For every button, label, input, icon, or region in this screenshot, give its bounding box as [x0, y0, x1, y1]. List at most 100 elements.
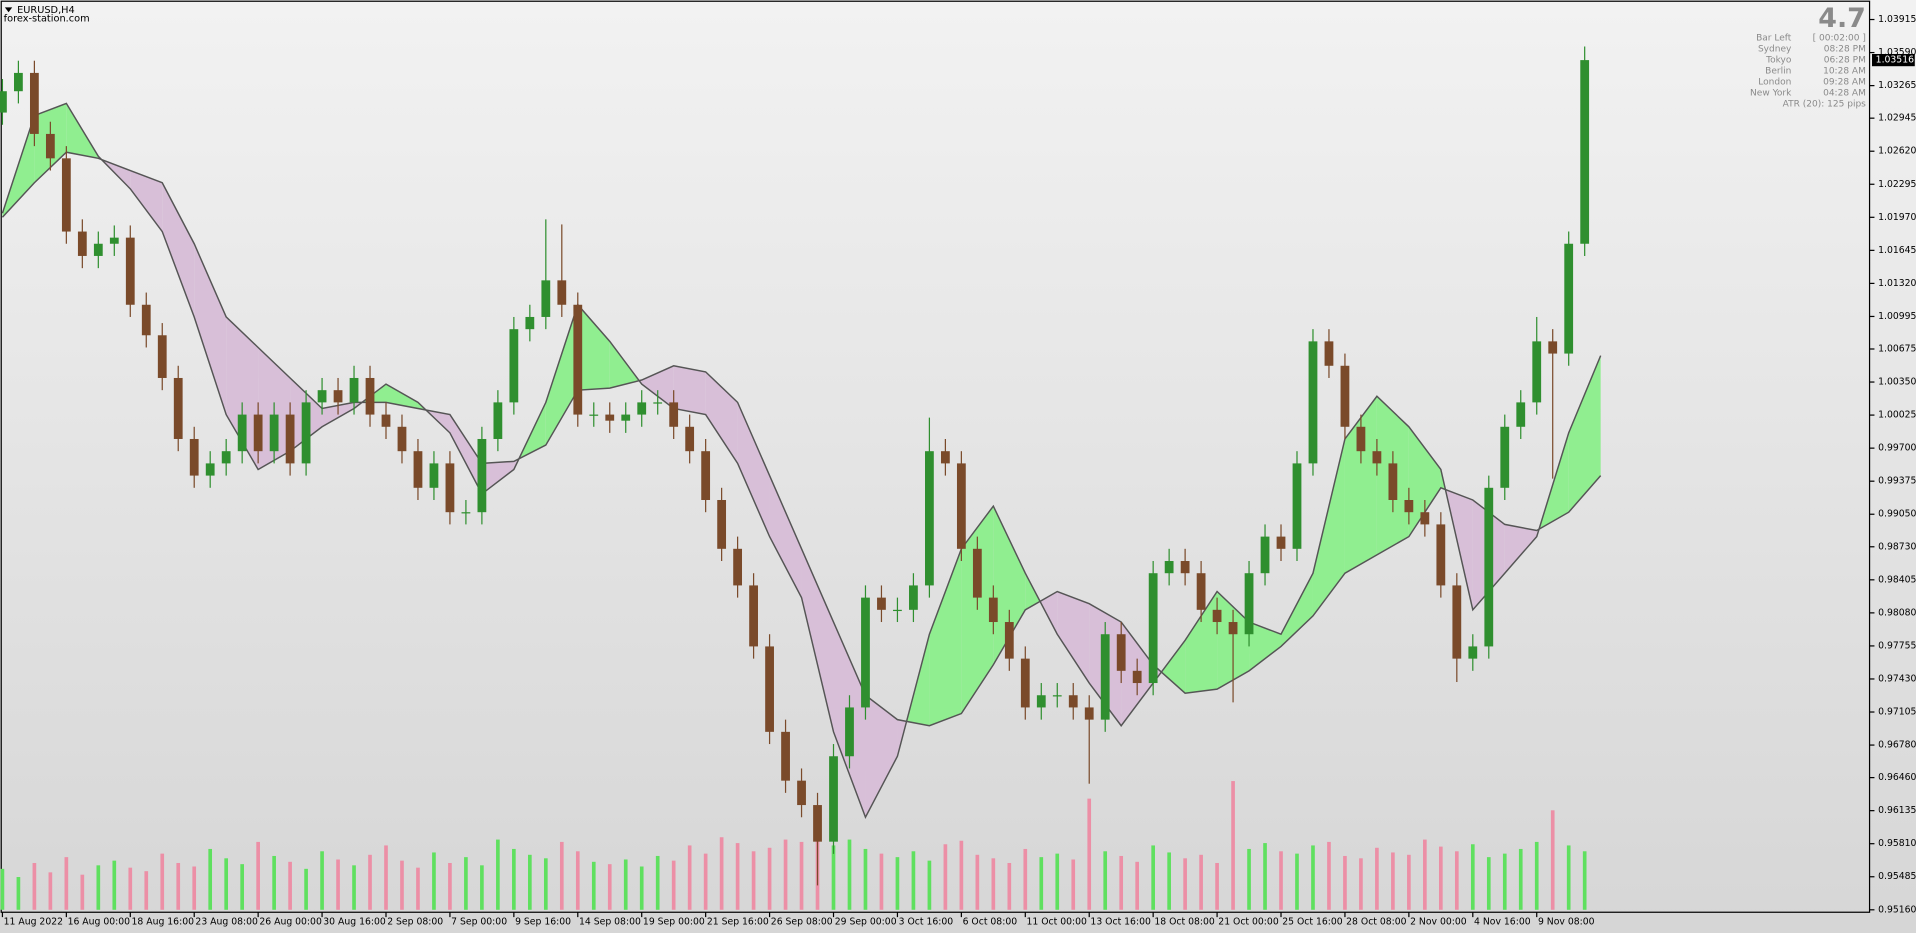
candle-body [1420, 512, 1430, 525]
candle-body [940, 451, 950, 464]
info-label: New York [1750, 88, 1792, 98]
volume-bar [1375, 847, 1379, 910]
cloud-fill [130, 170, 163, 232]
volume-bar [895, 857, 900, 910]
candle-body [525, 316, 535, 330]
x-tick-label: 25 Oct 16:00 [1282, 917, 1343, 928]
candle-body [733, 548, 743, 586]
volume-bar [799, 841, 804, 910]
candle-body [621, 414, 631, 421]
x-tick-label: 11 Aug 2022 [4, 917, 63, 928]
volume-bar [128, 867, 133, 910]
candle-body [333, 390, 343, 403]
y-tick-label: 0.96460 [1878, 772, 1916, 783]
cloud-fill [1161, 640, 1186, 694]
info-value: 4.7 [1818, 3, 1866, 34]
volume-bar [1343, 855, 1347, 910]
volume-bar [448, 862, 452, 910]
candle-body [605, 414, 615, 421]
volume-bar [1439, 846, 1443, 910]
cloud-fill [1344, 396, 1377, 574]
candle-body [1452, 585, 1462, 659]
volume-bar [1247, 848, 1251, 910]
volume-bar [1263, 843, 1267, 910]
cloud-fill [673, 365, 706, 415]
y-tick-label: 1.01320 [1878, 278, 1916, 289]
volume-bar [1391, 852, 1395, 910]
volume-bar [464, 857, 468, 910]
volume-bar [1470, 844, 1475, 910]
x-tick-label: 4 Nov 16:00 [1474, 917, 1531, 928]
volume-bar [847, 839, 852, 910]
cloud-fill [993, 506, 1026, 665]
volume-bar [1359, 858, 1363, 910]
plot-frame [0, 0, 1871, 913]
volume-bar [1311, 845, 1315, 910]
candle-body [205, 463, 215, 476]
volume-bar [831, 845, 836, 910]
candle-body [461, 512, 471, 514]
candle-body [1100, 634, 1110, 720]
candle-layer [0, 46, 1590, 886]
candle-body [125, 237, 135, 305]
volume-bar [240, 864, 244, 910]
y-tick-label: 1.00025 [1878, 410, 1916, 421]
candle-body [1228, 622, 1238, 635]
volume-bar [160, 853, 165, 910]
y-tick-label: 0.96135 [1878, 805, 1916, 816]
candle-body [429, 463, 439, 488]
candle-body [157, 335, 167, 378]
candle-body [541, 280, 551, 317]
cloud-fill [1057, 591, 1090, 684]
info-value: 04:28 AM [1823, 88, 1866, 98]
x-tick-label: 18 Aug 16:00 [132, 917, 195, 928]
info-label: Berlin [1765, 66, 1791, 76]
volume-bar [959, 840, 964, 910]
candle-body [1196, 573, 1206, 610]
volume-bar [1071, 859, 1076, 910]
volume-bar [368, 854, 372, 910]
volume-bar [1055, 853, 1060, 910]
y-tick-label: 0.98080 [1878, 607, 1916, 618]
candle-body [365, 377, 375, 415]
candle-body [93, 243, 103, 256]
volume-bar [512, 848, 516, 910]
volume-bar [1407, 854, 1411, 910]
candle-body [1564, 243, 1574, 354]
cloud-fill [577, 304, 610, 391]
cloud-fill [737, 402, 770, 537]
y-tick-label: 1.00675 [1878, 343, 1916, 354]
candle-body [573, 304, 583, 415]
volume-bar [703, 853, 708, 910]
volume-bar [144, 871, 149, 910]
y-tick-label: 0.97430 [1878, 673, 1916, 684]
candle-body [988, 597, 998, 623]
menu-arrow[interactable] [4, 7, 13, 13]
candle-body [829, 756, 838, 842]
candle-body [1084, 707, 1094, 720]
cloud-fill [609, 341, 640, 389]
volume-bar [575, 851, 580, 910]
volume-bar [16, 877, 21, 910]
volume-bar [991, 858, 996, 910]
candle-body [653, 402, 663, 404]
volume-bar [1295, 853, 1299, 910]
volume-bar [112, 860, 117, 910]
candle-body [141, 304, 151, 336]
volume-bar [416, 867, 420, 910]
candle-body [589, 414, 599, 416]
volume-bar [288, 861, 292, 910]
info-value: 10:28 AM [1823, 66, 1866, 76]
y-tick-label: 1.00995 [1878, 311, 1916, 322]
candle-body [1164, 561, 1174, 574]
symbol[interactable]: EURUSD,H4 [17, 5, 75, 16]
volume-bar [1502, 853, 1507, 910]
candle-body [781, 731, 790, 781]
candle-body [1276, 536, 1286, 549]
cloud-fill [929, 548, 962, 726]
info-value: 09:28 AM [1823, 77, 1866, 87]
volume-bar [543, 858, 548, 910]
candle-body [509, 329, 519, 403]
candle-body [237, 414, 247, 452]
volume-bar [1566, 845, 1571, 910]
